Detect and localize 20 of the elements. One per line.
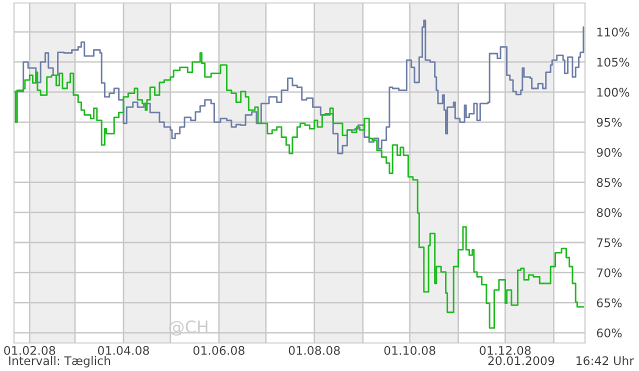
x-tick-label: 01.02.08: [4, 346, 56, 355]
x-tick-label: 01.08.08: [288, 346, 340, 355]
text: Intervall: Tæglich: [9, 356, 110, 368]
x-tick-label: 01.04.08: [98, 346, 149, 355]
y-tick-label: 95%: [596, 118, 622, 127]
y-tick-label: 85%: [596, 178, 622, 187]
y-tick-label: 65%: [596, 298, 622, 308]
text: 16:42 Uhr: [576, 356, 634, 366]
y-tick-label: 110%: [597, 28, 630, 37]
text: 20.01.2009: [488, 356, 554, 366]
x-tick-label: 01.06.08: [193, 346, 244, 355]
y-tick-label: 75%: [597, 238, 622, 248]
y-tick-label: 60%: [596, 328, 622, 338]
x-tick-label: 01.12.08: [480, 346, 531, 355]
y-tick-label: 80%: [596, 208, 622, 218]
x-tick-label: 01.10.08: [384, 346, 436, 355]
y-tick-label: 90%: [596, 148, 622, 157]
y-tick-label: 100%: [597, 88, 630, 97]
y-tick-label: 105%: [597, 58, 630, 67]
y-tick-label: 70%: [597, 268, 622, 278]
